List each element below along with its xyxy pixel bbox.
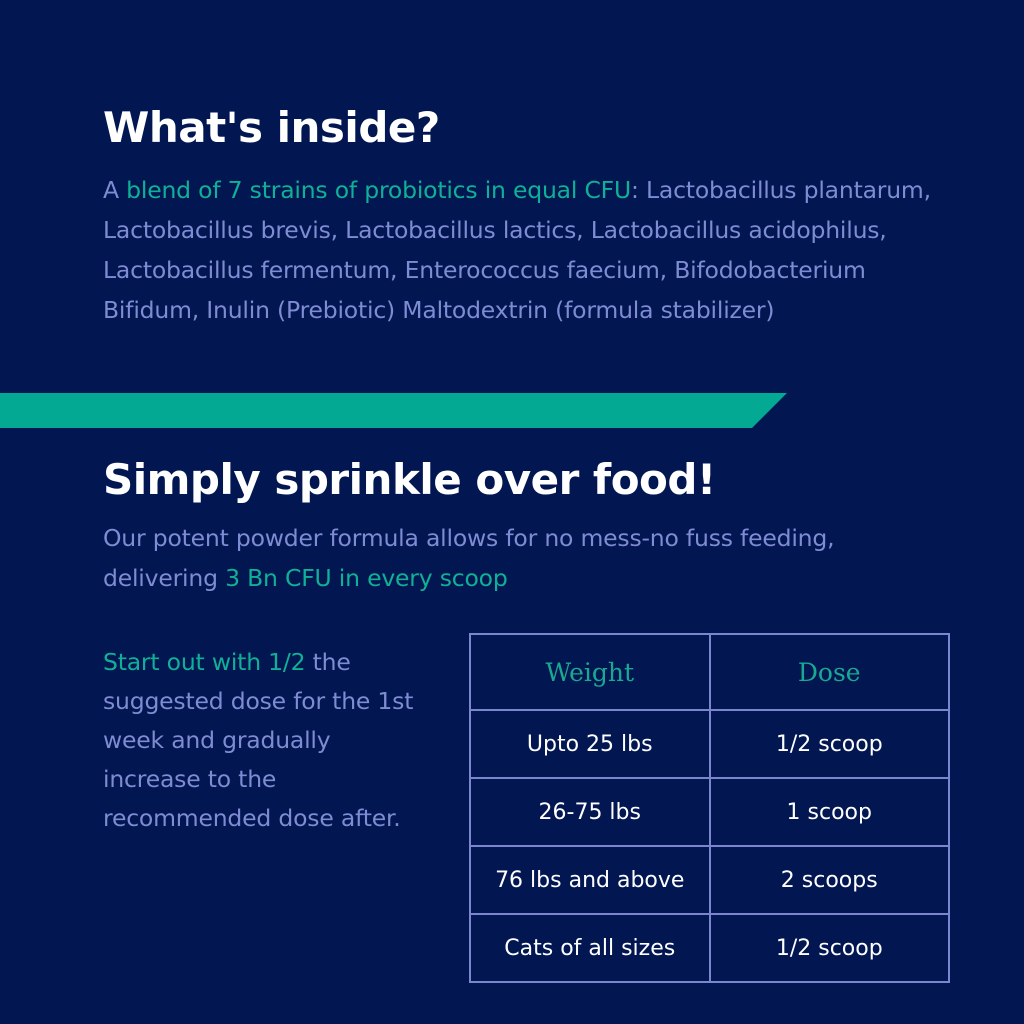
ingredients-list: : Lactobacillus plantarum, Lactobacillus…	[103, 176, 931, 324]
weight-cell: Cats of all sizes	[469, 913, 711, 983]
header-weight: Weight	[469, 633, 711, 711]
weight-cell: Upto 25 lbs	[469, 709, 711, 779]
table-row: 26-75 lbs 1 scoop	[469, 777, 950, 847]
dose-advice: Start out with 1/2 the suggested dose fo…	[103, 643, 423, 838]
inside-title: What's inside?	[103, 103, 440, 152]
weight-cell: 76 lbs and above	[469, 845, 711, 915]
header-dose: Dose	[708, 633, 950, 711]
sprinkle-text: Our potent powder formula allows for no …	[103, 518, 863, 598]
dose-cell: 1 scoop	[708, 777, 950, 847]
dose-cell: 2 scoops	[708, 845, 950, 915]
table-row: Upto 25 lbs 1/2 scoop	[469, 709, 950, 779]
sprinkle-title: Simply sprinkle over food!	[103, 455, 716, 504]
dose-cell: 1/2 scoop	[708, 913, 950, 983]
table-row: 76 lbs and above 2 scoops	[469, 845, 950, 915]
ingredients-text: A blend of 7 strains of probiotics in eq…	[103, 170, 933, 330]
dosage-table: Weight Dose Upto 25 lbs 1/2 scoop 26-75 lb…	[469, 633, 950, 983]
dose-advice-highlight: Start out with 1/2	[103, 648, 306, 676]
weight-cell: 26-75 lbs	[469, 777, 711, 847]
dose-cell: 1/2 scoop	[708, 709, 950, 779]
sprinkle-body: Our potent powder formula allows for no …	[103, 524, 835, 592]
table-row: Cats of all sizes 1/2 scoop	[469, 913, 950, 983]
ingredients-highlight: blend of 7 strains of probiotics in equa…	[126, 176, 631, 204]
dose-advice-text: the suggested dose for the 1st week and …	[103, 648, 414, 832]
ingredients-lead: A	[103, 176, 127, 204]
divider-band-tip	[752, 393, 787, 428]
table-header-row: Weight Dose	[469, 633, 950, 711]
sprinkle-highlight: 3 Bn CFU in every scoop	[225, 564, 508, 592]
divider-band	[0, 393, 752, 428]
